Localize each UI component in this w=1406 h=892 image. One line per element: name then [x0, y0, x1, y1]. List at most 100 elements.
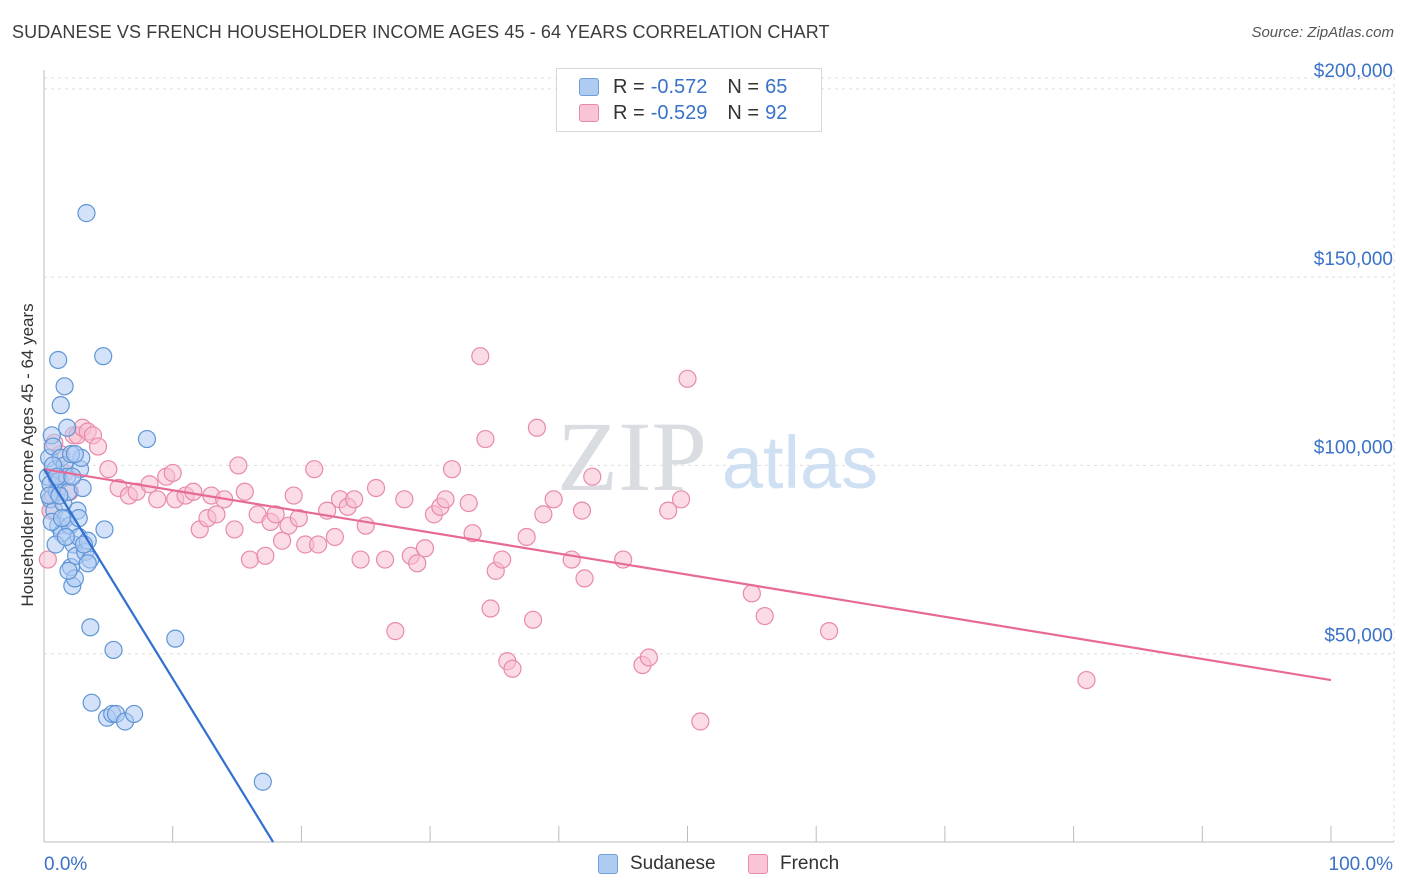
french-point	[678, 369, 697, 388]
sudanese-trend-line	[43, 468, 275, 843]
sudanese-point	[82, 693, 101, 712]
legend-label-french: French	[780, 853, 840, 874]
french-point	[305, 460, 324, 479]
series-legend-french[interactable]: French	[748, 852, 839, 876]
legend-swatch-french	[579, 104, 599, 122]
sudanese-point	[124, 704, 144, 724]
french-point	[575, 569, 594, 588]
legend-n-value-sudanese: 65	[765, 75, 788, 98]
legend-n-value-french: 92	[765, 101, 788, 124]
french-point	[351, 550, 370, 569]
french-point	[639, 648, 658, 667]
legend-r-label: R =	[613, 75, 645, 98]
french-points	[38, 347, 1096, 731]
french-point	[356, 516, 375, 535]
french-point	[415, 539, 435, 558]
sudanese-point	[95, 520, 114, 539]
sudanese-point	[104, 640, 123, 660]
french-point	[38, 550, 57, 569]
sudanese-point	[77, 204, 96, 223]
sudanese-point	[55, 377, 74, 396]
french-point	[523, 610, 543, 629]
french-point	[517, 527, 536, 547]
sudanese-point	[59, 561, 78, 580]
french-point	[266, 505, 285, 524]
legend-row-sudanese: R = -0.572 N = 65	[579, 75, 787, 99]
sudanese-point	[73, 478, 92, 498]
sudanese-point	[137, 429, 157, 449]
french-point	[235, 482, 254, 501]
french-point	[572, 501, 592, 520]
x-tick-label-right: 100.0%	[1329, 854, 1394, 875]
french-point	[345, 490, 364, 509]
y-tick-label: $200,000	[1314, 61, 1393, 82]
legend-row-french: R = -0.529 N = 92	[579, 101, 787, 125]
y-tick-label: $150,000	[1314, 249, 1393, 270]
series-legend-sudanese[interactable]: Sudanese	[598, 852, 716, 876]
french-point	[284, 486, 303, 505]
french-point	[755, 606, 774, 626]
french-point	[256, 546, 275, 565]
sudanese-point	[78, 554, 97, 573]
french-point	[309, 535, 328, 554]
french-point	[88, 437, 108, 456]
french-point	[471, 347, 490, 366]
source-label: Source: ZipAtlas.com	[1251, 24, 1394, 41]
french-point	[148, 490, 167, 509]
french-point	[225, 520, 244, 539]
french-point	[659, 501, 678, 520]
french-point	[819, 622, 839, 641]
y-tick-label: $50,000	[1324, 626, 1393, 647]
sudanese-point	[51, 396, 70, 415]
sudanese-point	[49, 350, 68, 370]
tick-labels: $50,000 $100,000 $150,000 $200,000 0.0% 100.0…	[44, 61, 1393, 875]
sudanese-point	[56, 527, 75, 547]
french-point	[140, 475, 159, 494]
legend-swatch-sudanese	[598, 854, 618, 874]
french-point	[395, 490, 414, 509]
legend-r-label: R =	[613, 101, 645, 124]
legend-label-sudanese: Sudanese	[630, 853, 716, 874]
french-point	[493, 550, 512, 569]
french-point	[99, 460, 118, 479]
sudanese-point	[65, 445, 84, 464]
french-point	[442, 460, 462, 479]
legend-swatch-sudanese	[579, 78, 599, 96]
sudanese-point	[58, 418, 77, 437]
legend-r-value-french: -0.529	[650, 101, 708, 124]
correlation-legend: R = -0.572 N = 65 R = -0.529 N = 92	[556, 68, 822, 132]
chart-title: SUDANESE VS FRENCH HOUSEHOLDER INCOME AG…	[12, 22, 830, 42]
french-point	[527, 418, 547, 437]
sudanese-point	[253, 772, 272, 791]
french-point	[534, 505, 553, 524]
french-point	[229, 456, 248, 475]
french-point	[163, 463, 182, 483]
french-point	[459, 493, 478, 513]
sudanese-point	[81, 618, 100, 637]
legend-n-label: N =	[727, 101, 760, 124]
watermark: ZIP atlas	[557, 401, 878, 512]
sudanese-point	[94, 347, 113, 366]
y-tick-label: $100,000	[1314, 437, 1393, 458]
french-point	[742, 584, 761, 603]
legend-n-label: N =	[727, 75, 760, 98]
french-point	[366, 478, 386, 498]
legend-r-value-sudanese: -0.572	[650, 75, 708, 98]
y-axis-label: Householder Income Ages 45 - 64 years	[18, 303, 37, 607]
french-point	[325, 527, 344, 547]
trend-lines	[43, 468, 1332, 843]
french-point	[583, 467, 602, 486]
french-point	[481, 599, 500, 618]
french-point	[375, 550, 395, 569]
sudanese-point	[166, 629, 185, 648]
french-point	[240, 550, 260, 569]
axes	[43, 70, 1394, 843]
x-tick-label-left: 0.0%	[44, 854, 87, 875]
french-point	[463, 524, 482, 543]
watermark-atlas: atlas	[722, 421, 878, 504]
french-point	[386, 622, 405, 641]
french-point	[1077, 670, 1096, 690]
french-point	[436, 490, 455, 509]
french-point	[272, 531, 292, 550]
